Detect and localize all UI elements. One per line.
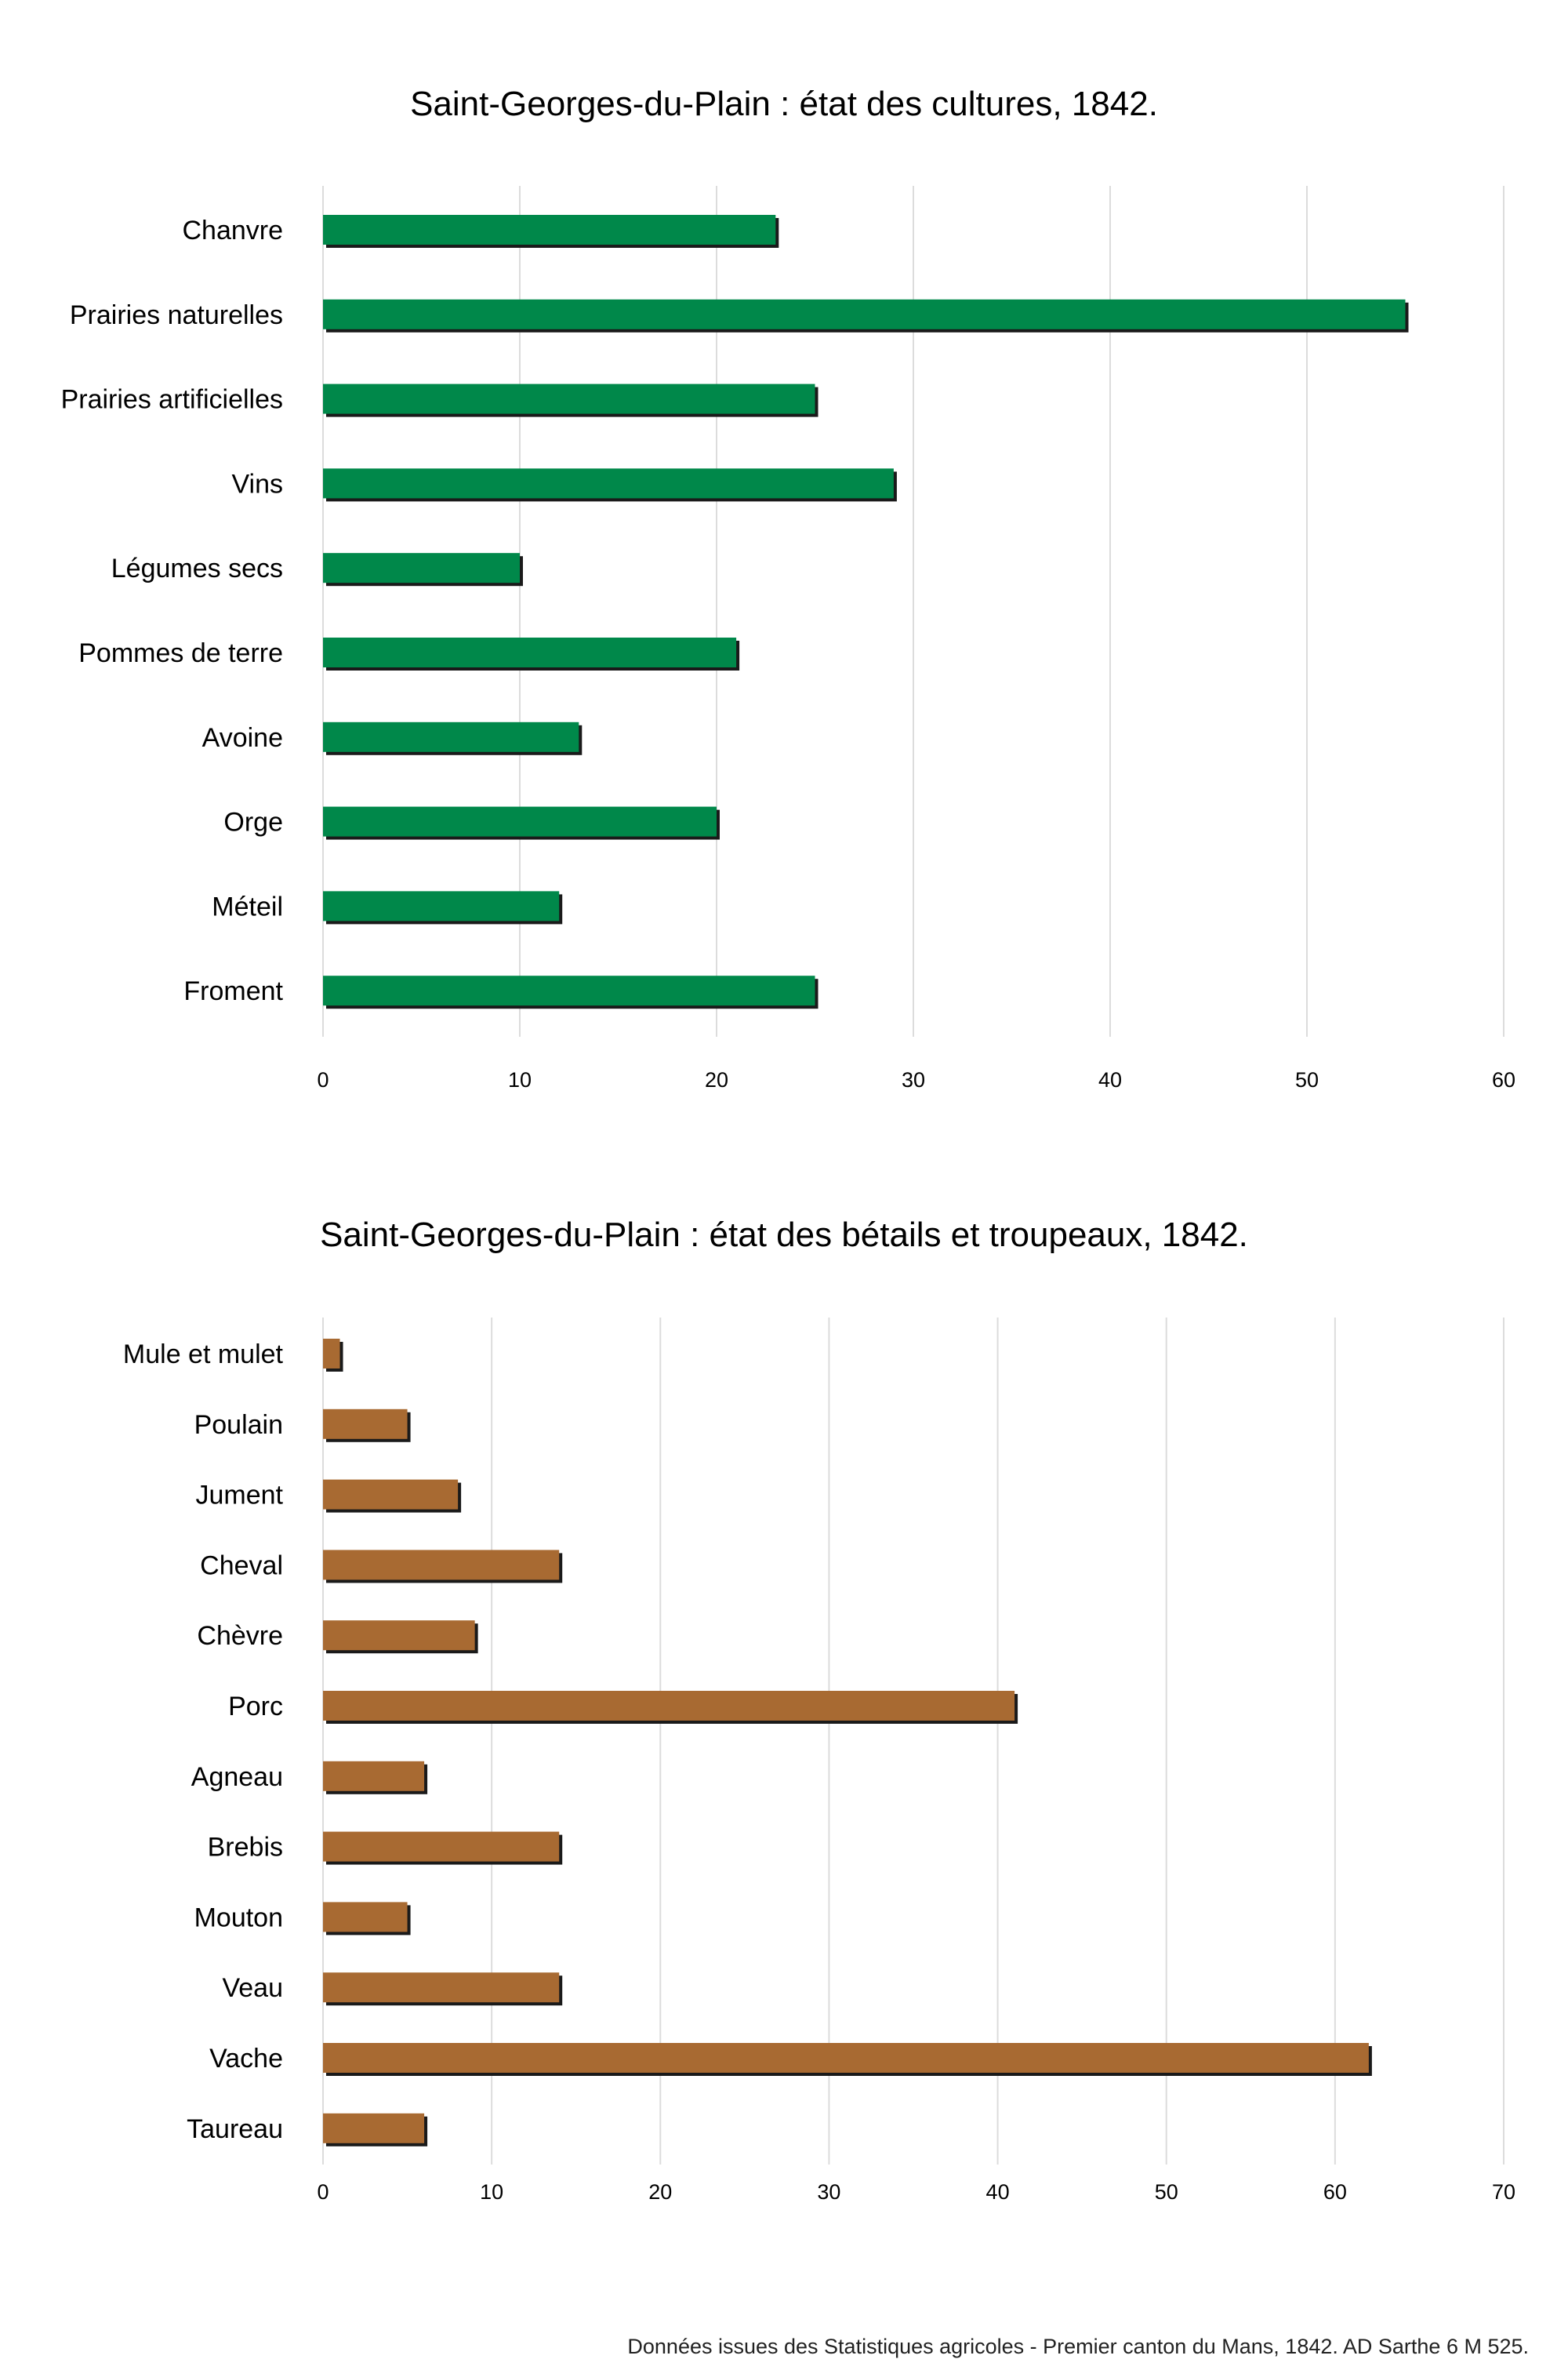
x-tick-label: 0 bbox=[317, 2180, 328, 2204]
chart-title-betails: Saint-Georges-du-Plain : état des bétail… bbox=[320, 1216, 1248, 1254]
bar bbox=[323, 976, 815, 1006]
x-tick-label: 30 bbox=[817, 2180, 840, 2204]
category-label: Légumes secs bbox=[111, 554, 283, 583]
bar bbox=[323, 383, 815, 414]
category-label: Veau bbox=[222, 1973, 283, 2003]
chart-cultures: 0 10 20 30 40 50 60 Chanvre Prairies naturelles P… bbox=[61, 186, 1515, 1092]
category-label: Avoine bbox=[202, 723, 283, 753]
x-tick-label: 10 bbox=[508, 1068, 532, 1092]
x-tick-label: 40 bbox=[986, 2180, 1010, 2204]
category-label: Chanvre bbox=[182, 216, 283, 245]
x-tick-label: 70 bbox=[1492, 2180, 1515, 2204]
bar bbox=[323, 638, 737, 667]
x-tick-label: 50 bbox=[1155, 2180, 1178, 2204]
bar bbox=[323, 1479, 459, 1510]
bar bbox=[323, 299, 1406, 329]
bar bbox=[323, 1339, 340, 1369]
bar bbox=[323, 1620, 475, 1651]
category-label: Jument bbox=[196, 1481, 284, 1510]
x-tick-label: 0 bbox=[317, 1068, 328, 1092]
category-label: Vache bbox=[209, 2044, 283, 2074]
x-tick-label: 40 bbox=[1098, 1068, 1122, 1092]
x-tick-label: 20 bbox=[705, 1068, 728, 1092]
chart-title-cultures: Saint-Georges-du-Plain : état des cultur… bbox=[410, 85, 1158, 123]
category-label: Prairies naturelles bbox=[70, 300, 283, 330]
bar bbox=[323, 1761, 425, 1791]
bar bbox=[323, 468, 894, 499]
bar bbox=[323, 891, 560, 921]
bar bbox=[323, 1691, 1015, 1721]
bar bbox=[323, 215, 776, 245]
bar bbox=[323, 2043, 1369, 2073]
bar bbox=[323, 806, 717, 837]
bar bbox=[323, 1831, 560, 1862]
category-label: Brebis bbox=[208, 1833, 283, 1863]
bar bbox=[323, 553, 520, 583]
x-tick-label: 20 bbox=[648, 2180, 672, 2204]
bar bbox=[323, 1408, 408, 1439]
category-label: Prairies artificielles bbox=[61, 385, 283, 415]
category-label: Vins bbox=[231, 469, 283, 499]
x-tick-label: 60 bbox=[1492, 1068, 1515, 1092]
category-label: Poulain bbox=[194, 1410, 283, 1440]
x-tick-label: 50 bbox=[1295, 1068, 1319, 1092]
category-label: Pommes de terre bbox=[78, 638, 283, 668]
bar bbox=[323, 1972, 560, 2003]
category-label: Mouton bbox=[194, 1903, 283, 1932]
category-label: Chèvre bbox=[197, 1621, 283, 1651]
bar bbox=[323, 1550, 560, 1580]
chart-betails: 0 10 20 30 40 50 60 70 Mule et mulet Poulain Jumen… bbox=[123, 1318, 1515, 2204]
category-label: Cheval bbox=[200, 1550, 283, 1580]
source-footnote: Données issues des Statistiques agricole… bbox=[627, 2335, 1529, 2358]
x-tick-label: 10 bbox=[480, 2180, 503, 2204]
bar bbox=[323, 1902, 408, 1932]
category-label: Taureau bbox=[187, 2114, 283, 2144]
category-label: Orge bbox=[223, 808, 283, 838]
bar bbox=[323, 2113, 425, 2143]
category-label: Agneau bbox=[191, 1762, 283, 1792]
category-label: Porc bbox=[228, 1692, 283, 1721]
category-label: Froment bbox=[183, 976, 283, 1006]
x-tick-label: 60 bbox=[1323, 2180, 1347, 2204]
bar bbox=[323, 722, 579, 752]
category-label: Méteil bbox=[212, 892, 283, 921]
category-label: Mule et mulet bbox=[123, 1339, 284, 1369]
x-tick-label: 30 bbox=[902, 1068, 925, 1092]
